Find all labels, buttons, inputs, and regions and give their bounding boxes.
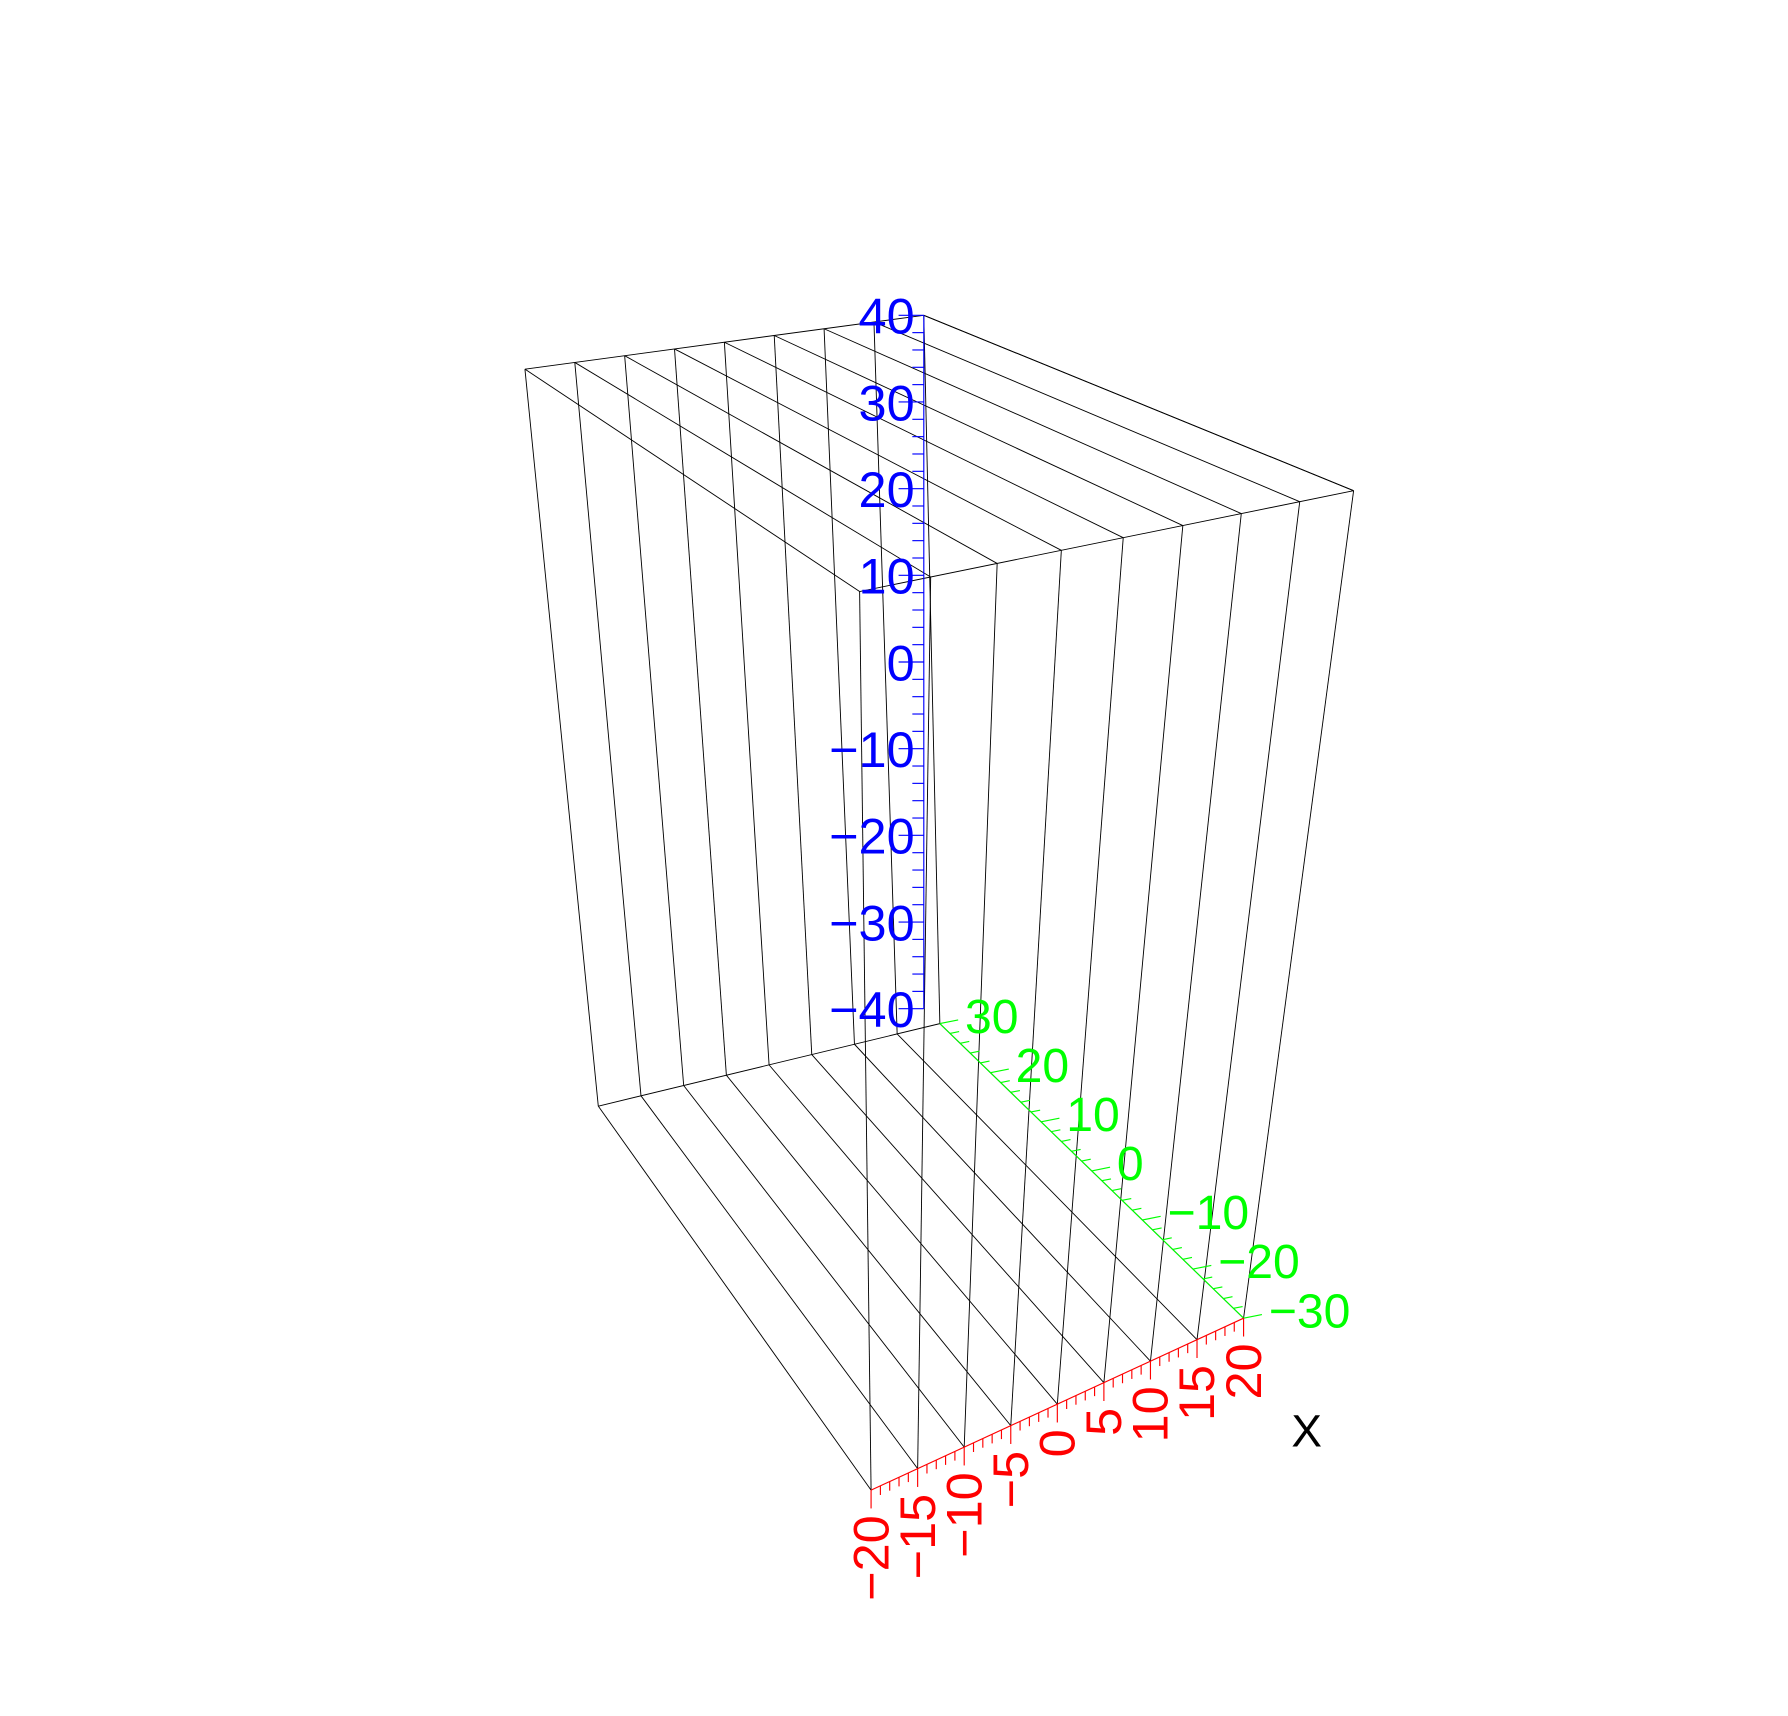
- z-axis-tick-label: −10: [829, 721, 915, 778]
- mesh-back-vertical-line: [524, 369, 599, 1107]
- y-axis-tick: [1010, 1089, 1020, 1093]
- y-axis-tick-label: 0: [1117, 1137, 1144, 1191]
- mesh-back-vertical-line: [773, 335, 813, 1055]
- y-axis-tick: [1223, 1296, 1233, 1300]
- y-axis-tick: [1000, 1080, 1010, 1084]
- z-axis-tick-label: −20: [829, 808, 915, 865]
- mesh-front-vertical-line: [1196, 501, 1301, 1340]
- mesh-back-vertical-line: [873, 322, 898, 1034]
- surface-mesh: [524, 314, 1355, 1491]
- mesh-front-vertical-line: [1056, 537, 1124, 1405]
- mesh-front-vertical-line: [1010, 550, 1062, 1426]
- mesh-front-vertical-line: [1103, 525, 1184, 1383]
- mesh-top-line: [873, 321, 1300, 503]
- y-axis-tick: [1091, 1166, 1111, 1172]
- y-axis-tick: [1030, 1109, 1041, 1113]
- x-axis-tick-label: 10: [1122, 1386, 1179, 1442]
- y-axis-tick: [1132, 1207, 1142, 1211]
- y-axis-tick: [1162, 1237, 1172, 1241]
- y-axis-tick: [1142, 1215, 1161, 1221]
- x-axis-tick-label: 0: [1029, 1429, 1086, 1457]
- y-axis-tick-label: 20: [1016, 1039, 1070, 1093]
- y-axis-tick: [1051, 1129, 1061, 1133]
- z-axis-tick-label: 0: [887, 634, 915, 691]
- y-axis-tick: [959, 1040, 970, 1044]
- z-axis-tick-label: 10: [859, 548, 915, 605]
- y-axis-tick-label: 30: [965, 990, 1019, 1044]
- y-axis-tick: [939, 1019, 959, 1025]
- mesh-front-vertical-line: [917, 577, 932, 1469]
- x-axis-tick-label: 20: [1215, 1343, 1272, 1399]
- mesh-top-line: [574, 362, 931, 578]
- y-axis-tick: [1111, 1188, 1122, 1192]
- mesh-top-right-edge: [923, 314, 1354, 492]
- z-axis-tick-label: 20: [859, 461, 915, 518]
- mesh-top-back-edge: [524, 314, 924, 370]
- y-axis-tick: [1233, 1305, 1243, 1309]
- x-axis-title: X: [1291, 1406, 1322, 1457]
- mesh-front-vertical-line: [1243, 490, 1355, 1319]
- y-axis-tick: [990, 1068, 1009, 1074]
- mesh-top-line: [524, 368, 860, 592]
- y-axis-tick: [1101, 1178, 1112, 1182]
- mesh-front-vertical-line: [963, 563, 998, 1448]
- y-axis-tick: [1071, 1148, 1081, 1152]
- z-axis-tick-label: 30: [859, 374, 915, 431]
- mesh-top-line: [774, 335, 1184, 526]
- x-axis-tick-label: 5: [1075, 1408, 1132, 1436]
- mesh-front-vertical-line: [859, 591, 872, 1491]
- z-axis-tick-label: −40: [829, 981, 915, 1038]
- mesh-bottom-line: [896, 1033, 1198, 1340]
- mesh-top-line: [674, 348, 1062, 551]
- mesh-back-vertical-line: [823, 328, 855, 1045]
- y-axis-tick: [1182, 1256, 1193, 1260]
- x-axis-tick-label: 15: [1168, 1365, 1225, 1421]
- x-axis-tick-label: −15: [889, 1494, 946, 1580]
- y-axis-tick: [1172, 1247, 1182, 1251]
- y-axis-tick: [1192, 1264, 1212, 1270]
- mesh-back-vertical-line: [624, 355, 685, 1086]
- y-axis-tick: [1213, 1286, 1223, 1290]
- mesh-bottom-line: [854, 1043, 1151, 1362]
- y-axis-tick: [1202, 1276, 1213, 1280]
- y-axis-tick: [1243, 1313, 1263, 1319]
- x-axis-tick-label: −10: [935, 1472, 992, 1558]
- mesh-front-vertical-line: [1149, 513, 1242, 1362]
- mesh-back-vertical-line: [923, 315, 941, 1024]
- y-axis-tick-label: 10: [1066, 1088, 1120, 1142]
- y-axis-tick: [970, 1050, 980, 1054]
- mesh-bottom-line: [597, 1105, 872, 1491]
- mesh-back-vertical-line: [723, 342, 770, 1065]
- y-axis-tick-label: −30: [1269, 1284, 1351, 1338]
- mesh-bottom-back-edge: [598, 1023, 940, 1107]
- mesh-back-vertical-line: [674, 348, 727, 1076]
- y-axis-tick-label: −20: [1218, 1235, 1300, 1289]
- z-axis-tick-label: −30: [829, 894, 915, 951]
- x-axis-tick-label: −5: [982, 1451, 1039, 1509]
- y-axis-tick: [1121, 1197, 1132, 1201]
- mesh-bottom-line: [726, 1074, 1012, 1426]
- mesh-bottom-line: [811, 1054, 1105, 1383]
- mesh-bottom-line: [640, 1095, 919, 1469]
- y-axis-tick: [1061, 1139, 1071, 1143]
- z-axis: 40 30 20 10 0 −10 −20 −30 −40: [829, 288, 925, 1038]
- y-axis-tick: [1040, 1117, 1060, 1123]
- mesh-top-line: [624, 355, 998, 564]
- y-axis-tick: [1020, 1099, 1031, 1103]
- y-axis-tick: [980, 1060, 990, 1064]
- z-axis-tick-label: 40: [859, 288, 915, 345]
- mesh-back-vertical-line: [574, 362, 642, 1096]
- y-axis-tick: [949, 1031, 960, 1034]
- mesh-top-line: [823, 328, 1242, 515]
- mesh-top-front-edge: [859, 490, 1354, 592]
- y-axis-tick: [1081, 1158, 1091, 1162]
- y-axis-tick-label: −10: [1168, 1186, 1250, 1240]
- mesh-bottom-line: [683, 1085, 965, 1448]
- y-axis-tick: [1152, 1227, 1162, 1231]
- x-axis-tick-label: −20: [842, 1515, 899, 1601]
- mesh-bottom-line: [768, 1064, 1058, 1405]
